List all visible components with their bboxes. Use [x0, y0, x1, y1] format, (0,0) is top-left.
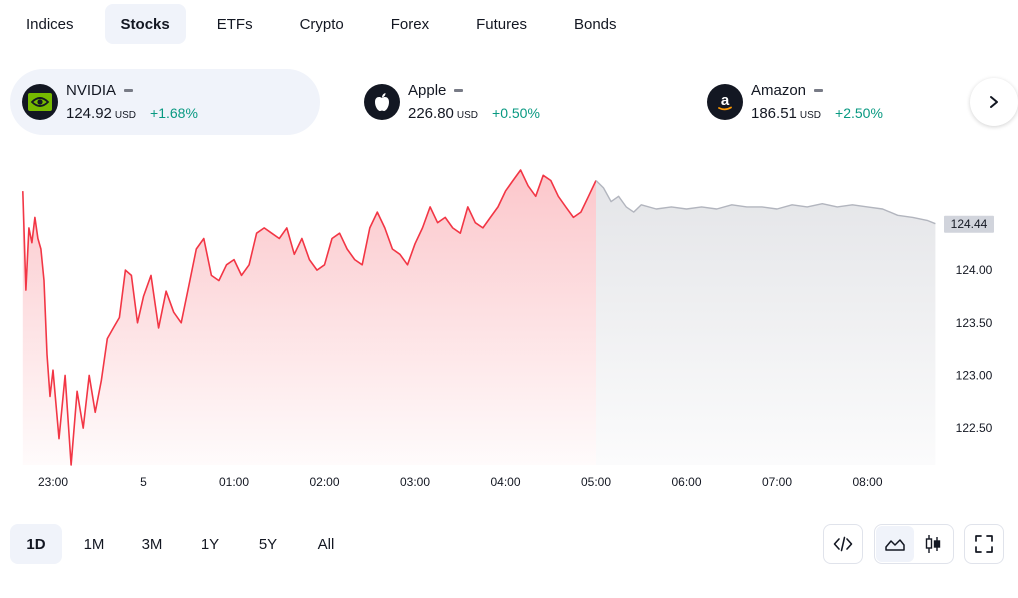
embed-button[interactable] — [823, 524, 863, 564]
amazon-logo-icon: a — [707, 84, 743, 120]
x-tick-label: 04:00 — [490, 475, 520, 489]
range-3m-button[interactable]: 3M — [141, 535, 163, 553]
ticker-card-amazon[interactable]: a Amazon 186.51 USD +2.50% — [695, 69, 1005, 135]
svg-text:a: a — [721, 92, 730, 109]
market-status-icon — [454, 89, 464, 92]
range-1y-button[interactable]: 1Y — [200, 535, 220, 553]
x-tick-label: 06:00 — [671, 475, 701, 489]
last-price-badge — [944, 215, 994, 233]
market-status-icon — [124, 89, 134, 92]
x-tick-label: 02:00 — [309, 475, 339, 489]
price-chart[interactable]: 124.00 123.50 123.00 122.50 124.44 23:00 5 01:… — [0, 150, 1018, 500]
chevron-right-icon — [990, 96, 998, 108]
regular-session-area — [22, 170, 597, 465]
market-tabs: Indices Stocks ETFs Crypto Forex Futures… — [10, 4, 648, 44]
ticker-name: NVIDIA — [66, 82, 117, 99]
fullscreen-button[interactable] — [964, 524, 1004, 564]
ticker-card-nvidia[interactable]: NVIDIA 124.92 USD +1.68% — [10, 69, 320, 135]
x-tick-label: 23:00 — [38, 475, 68, 489]
code-icon — [833, 536, 853, 552]
ticker-price: 186.51 — [751, 105, 797, 122]
tab-forex[interactable]: Forex — [390, 15, 430, 33]
tab-stocks[interactable]: Stocks — [104, 4, 186, 44]
ticker-change: +0.50% — [492, 105, 540, 121]
apple-logo-icon — [364, 84, 400, 120]
ticker-currency: USD — [799, 110, 822, 121]
ticker-name: Apple — [408, 82, 447, 99]
y-tick-label: 122.50 — [956, 421, 993, 435]
ticker-card-apple[interactable]: Apple 226.80 USD +0.50% — [352, 69, 662, 135]
last-price-label: 124.44 — [951, 217, 988, 231]
fullscreen-icon — [975, 535, 993, 553]
ticker-change: +2.50% — [835, 105, 883, 121]
x-tick-label: 5 — [140, 475, 147, 489]
tab-crypto[interactable]: Crypto — [299, 15, 344, 33]
y-tick-label: 124.00 — [956, 263, 993, 277]
tab-indices[interactable]: Indices — [26, 15, 74, 33]
ticker-change: +1.68% — [150, 105, 198, 121]
ticker-name: Amazon — [751, 82, 807, 99]
x-tick-label: 01:00 — [219, 475, 249, 489]
plot-area — [22, 169, 936, 466]
ticker-currency: USD — [456, 110, 479, 121]
x-tick-label: 08:00 — [852, 475, 882, 489]
nvidia-logo-icon — [22, 84, 58, 120]
y-tick-label: 123.00 — [956, 368, 993, 382]
candlestick-chart-button[interactable] — [914, 526, 952, 562]
tab-futures[interactable]: Futures — [476, 15, 527, 33]
range-1d-button[interactable]: 1D — [10, 524, 62, 564]
range-1m-button[interactable]: 1M — [83, 535, 105, 553]
ticker-price: 124.92 — [66, 105, 112, 122]
x-tick-label: 05:00 — [581, 475, 611, 489]
range-selector: 1D 1M 3M 1Y 5Y All — [10, 524, 358, 564]
market-status-icon — [814, 89, 824, 92]
x-tick-label: 03:00 — [400, 475, 430, 489]
next-tickers-button[interactable] — [970, 78, 1018, 126]
chart-style-toggle — [874, 524, 954, 564]
y-tick-label: 123.50 — [956, 316, 993, 330]
area-chart-icon — [885, 539, 905, 551]
x-axis: 23:00 5 01:00 02:00 03:00 04:00 05:00 06:00 07:0… — [38, 475, 883, 489]
ticker-price: 226.80 — [408, 105, 454, 122]
extended-session-line — [595, 180, 936, 225]
tab-etfs[interactable]: ETFs — [216, 15, 253, 33]
range-5y-button[interactable]: 5Y — [258, 535, 278, 553]
area-chart-button[interactable] — [876, 526, 914, 562]
extended-session-area — [596, 180, 936, 465]
y-axis: 124.00 123.50 123.00 122.50 124.44 — [944, 215, 994, 435]
tab-bonds[interactable]: Bonds — [573, 15, 617, 33]
range-all-button[interactable]: All — [317, 535, 335, 553]
x-tick-label: 07:00 — [762, 475, 792, 489]
candlestick-icon — [925, 535, 941, 553]
ticker-currency: USD — [114, 110, 137, 121]
regular-session-line — [22, 169, 597, 466]
